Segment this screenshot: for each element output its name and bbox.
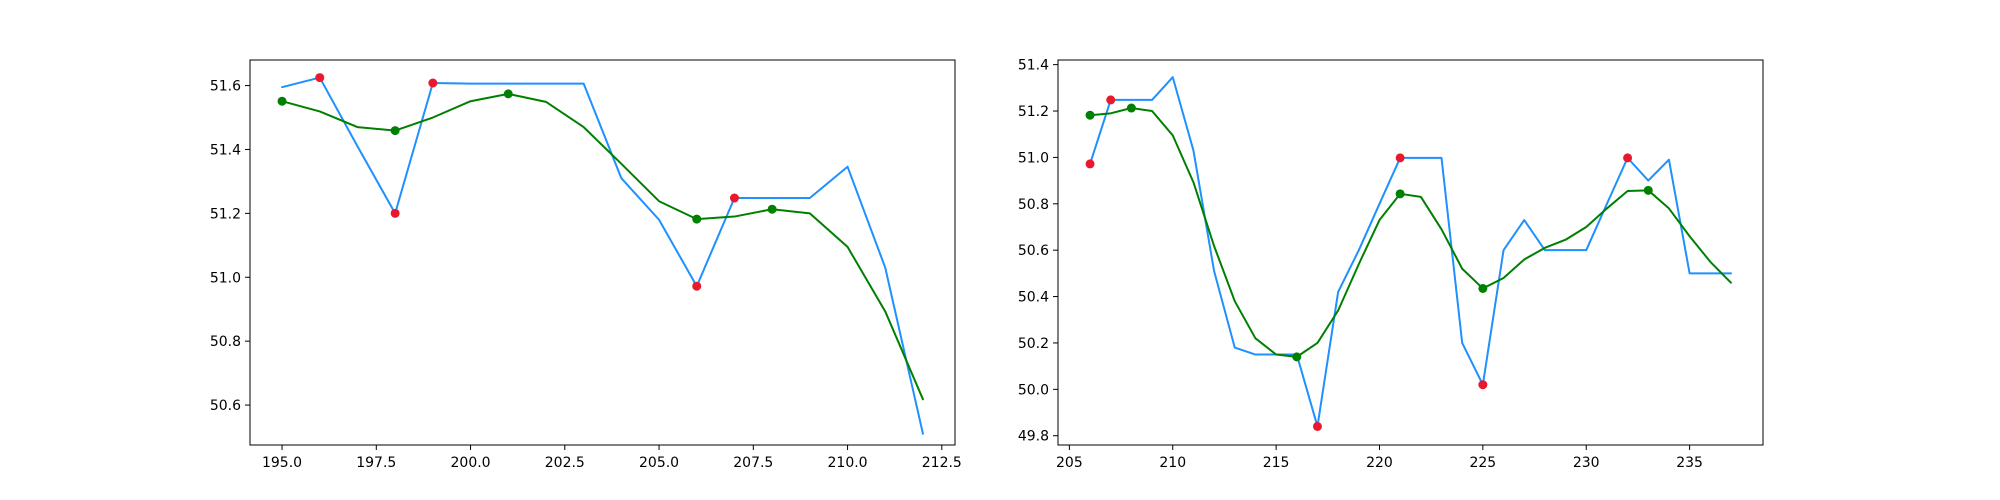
y-tick-label: 50.8 — [210, 334, 241, 350]
data-point-2-2 — [428, 78, 438, 88]
x-tick-label: 197.5 — [356, 455, 396, 471]
x-tick-label: 230 — [1573, 455, 1600, 471]
y-tick-label: 51.4 — [210, 142, 241, 158]
y-tick-label: 50.4 — [1018, 290, 1049, 306]
data-point-2-0 — [1085, 159, 1095, 169]
data-point-3-1 — [390, 126, 400, 136]
series-line-1 — [281, 92, 924, 401]
x-tick-label: 235 — [1676, 455, 1703, 471]
series-line-0 — [1089, 76, 1732, 428]
data-point-2-0 — [315, 73, 325, 83]
chart-right: 205 210 215 220 225 230 235 49.8 50.0 50.2 50.4 50.… — [1018, 58, 1764, 471]
x-tick-label: 205 — [1056, 455, 1083, 471]
axes-frame — [249, 59, 956, 446]
x-tick-label: 210 — [1159, 455, 1186, 471]
series-line-1 — [1089, 107, 1732, 358]
x-tick-label: 195.0 — [262, 455, 302, 471]
data-point-2-3 — [692, 281, 702, 291]
x-tick-label: 220 — [1366, 455, 1393, 471]
x-tick-label: 205.0 — [639, 455, 679, 471]
data-point-3-4 — [767, 204, 777, 214]
y-tick-label: 51.4 — [1018, 58, 1049, 74]
x-tick-label: 207.5 — [733, 455, 773, 471]
y-tick-label: 51.2 — [210, 206, 241, 222]
data-point-3-3 — [1395, 189, 1405, 199]
data-point-3-4 — [1478, 283, 1488, 293]
y-tick-label: 50.6 — [210, 398, 241, 414]
x-tick-label: 200.0 — [451, 455, 491, 471]
y-tick-label: 51.0 — [210, 270, 241, 286]
y-tick-label: 50.8 — [1018, 197, 1049, 213]
y-tick-label: 51.0 — [1018, 150, 1049, 166]
data-point-3-0 — [277, 96, 287, 106]
data-point-3-5 — [1643, 185, 1653, 195]
data-point-3-1 — [1126, 103, 1136, 113]
x-tick-label: 212.5 — [922, 455, 962, 471]
y-tick-label: 50.2 — [1018, 336, 1049, 352]
data-point-2-4 — [729, 193, 739, 203]
data-point-2-1 — [390, 208, 400, 218]
data-point-2-5 — [1623, 153, 1633, 163]
data-point-2-2 — [1312, 421, 1322, 431]
x-tick-label: 225 — [1469, 455, 1496, 471]
data-point-2-3 — [1395, 153, 1405, 163]
data-point-3-2 — [1292, 352, 1302, 362]
data-point-3-2 — [503, 89, 513, 99]
x-tick-label: 215 — [1263, 455, 1290, 471]
x-tick-label: 202.5 — [545, 455, 585, 471]
data-point-3-3 — [692, 214, 702, 224]
y-tick-label: 49.8 — [1018, 429, 1049, 445]
y-tick-label: 51.6 — [210, 79, 241, 95]
data-point-2-1 — [1106, 95, 1116, 105]
y-tick-label: 50.0 — [1018, 382, 1049, 398]
axes-frame — [1057, 59, 1764, 446]
chart-left: 195.0 197.5 200.0 202.5 205.0 207.5 210.0 212.5… — [210, 59, 962, 471]
y-tick-label: 50.6 — [1018, 243, 1049, 259]
data-point-2-4 — [1478, 380, 1488, 390]
y-tick-label: 51.2 — [1018, 104, 1049, 120]
x-tick-label: 210.0 — [828, 455, 868, 471]
data-point-3-0 — [1085, 110, 1095, 120]
series-line-0 — [281, 76, 924, 435]
